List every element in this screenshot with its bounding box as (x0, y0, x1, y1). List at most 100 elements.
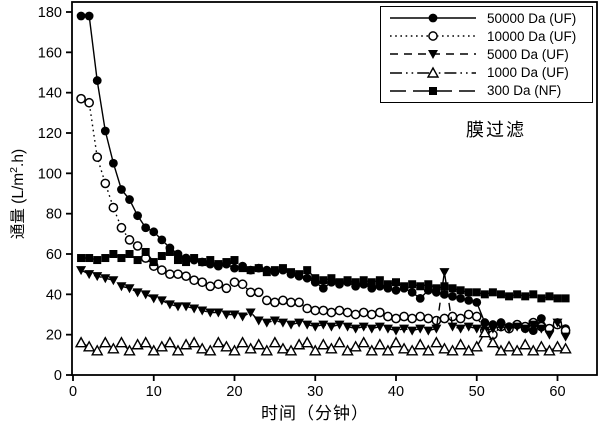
legend-label: 1000 Da (UF) (487, 65, 569, 81)
filled-circle-marker (92, 76, 102, 85)
open-circle-marker (399, 311, 409, 322)
filled-square-marker (222, 258, 231, 267)
filled-square-marker (109, 249, 118, 258)
open-circle-marker (334, 305, 345, 316)
open-triangle-up-marker (527, 344, 540, 356)
filled-square-marker (254, 264, 263, 273)
filled-circle-marker (448, 291, 457, 301)
open-triangle-up-marker (389, 336, 403, 348)
open-circle-marker (342, 307, 353, 318)
filled-triangle-down-marker (487, 324, 498, 334)
series-1000-da-uf (74, 326, 572, 356)
filled-square-marker (351, 278, 360, 287)
open-triangle-up-marker (430, 336, 443, 348)
filled-triangle-down-marker (455, 324, 466, 334)
x-tick-label: 0 (69, 384, 77, 400)
filled-circle-marker (528, 326, 538, 336)
filled-square-marker (319, 276, 328, 285)
legend-label: 10000 Da (UF) (487, 28, 577, 44)
filled-square-marker (198, 258, 207, 267)
open-triangle-up-marker (478, 326, 492, 338)
filled-triangle-down-marker (197, 306, 208, 316)
open-triangle-up-marker (373, 338, 387, 350)
open-circle-marker (415, 311, 426, 322)
filled-square-marker (529, 290, 538, 299)
open-triangle-up-marker (365, 344, 378, 356)
filled-circle-marker (456, 293, 465, 303)
y-tick-label: 100 (38, 166, 62, 182)
filled-triangle-down-marker (253, 316, 264, 326)
filled-square-marker (238, 264, 247, 273)
x-tick-label: 20 (226, 384, 242, 400)
legend-item-5000-da-uf: 5000 Da (UF) (389, 45, 588, 63)
open-triangle-up-marker (115, 336, 128, 348)
filled-square-marker (480, 290, 489, 299)
filled-triangle-down-marker (269, 316, 280, 326)
y-tick-label: 140 (38, 86, 62, 102)
filled-triangle-down-marker (294, 318, 305, 328)
open-triangle-up-marker (228, 344, 241, 356)
filled-square-marker (440, 282, 449, 291)
filled-square-marker (85, 254, 94, 263)
filled-square-marker (173, 256, 182, 265)
open-circle-marker (181, 271, 191, 282)
open-triangle-up-marker (91, 344, 104, 356)
open-circle-marker (366, 309, 377, 320)
filled-square-marker (327, 274, 336, 283)
open-triangle-up-marker (268, 336, 282, 348)
filled-square-marker (432, 284, 441, 293)
filled-circle-marker (157, 235, 167, 245)
filled-triangle-down-marker (245, 308, 256, 318)
filled-square-marker (464, 288, 473, 297)
open-circle-marker (261, 295, 272, 306)
filled-circle-marker (302, 273, 312, 283)
legend-item-1000-da-uf: 1000 Da (UF) (389, 64, 588, 82)
open-triangle-up-marker (300, 336, 314, 348)
filled-square-marker (400, 282, 409, 291)
filled-square-marker (270, 266, 279, 275)
filled-triangle-down-marker (310, 322, 321, 332)
open-triangle-up-marker (244, 342, 257, 354)
open-circle-marker (245, 287, 256, 298)
open-circle-marker (407, 313, 417, 324)
legend-label: 300 Da (NF) (487, 83, 562, 99)
x-tick-label: 60 (549, 384, 565, 400)
open-circle-marker (463, 309, 474, 320)
filled-square-marker (190, 254, 199, 263)
filled-square-marker (424, 280, 433, 289)
open-circle-marker (213, 279, 224, 290)
filled-square-marker (278, 264, 287, 273)
filled-square-marker (287, 268, 296, 277)
open-triangle-up-marker (414, 338, 427, 350)
filled-triangle-down-marker (302, 320, 313, 330)
filled-square-marker (206, 256, 215, 265)
filled-square-marker (561, 294, 570, 303)
filled-triangle-down-marker (84, 270, 95, 280)
open-circle-marker (439, 313, 450, 324)
open-triangle-up-marker (284, 344, 298, 356)
open-triangle-up-marker (309, 344, 322, 356)
filled-square-marker (375, 276, 384, 285)
open-circle-marker (84, 97, 95, 108)
filled-triangle-down-marker (471, 324, 482, 334)
open-triangle-up-marker (502, 340, 516, 352)
filled-triangle-down-marker (76, 266, 87, 276)
open-triangle-up-marker (357, 336, 370, 348)
filled-circle-marker (480, 318, 490, 327)
open-circle-marker (76, 93, 86, 104)
filled-square-marker (343, 276, 352, 285)
filled-square-marker (141, 247, 150, 256)
open-triangle-up-marker (535, 340, 548, 352)
filled-square-marker (521, 292, 530, 301)
filled-triangle-down-marker (108, 276, 119, 286)
open-triangle-up-marker (74, 336, 88, 348)
open-circle-marker (100, 178, 111, 189)
filled-triangle-down-marker (156, 296, 167, 306)
legend-label: 5000 Da (UF) (487, 46, 569, 62)
open-circle-marker (229, 277, 240, 288)
open-triangle-up-marker (252, 338, 265, 350)
open-triangle-up-marker (260, 344, 273, 356)
filled-square-marker (408, 280, 417, 289)
filled-circle-marker (318, 283, 328, 293)
y-tick-label: 0 (54, 368, 62, 384)
